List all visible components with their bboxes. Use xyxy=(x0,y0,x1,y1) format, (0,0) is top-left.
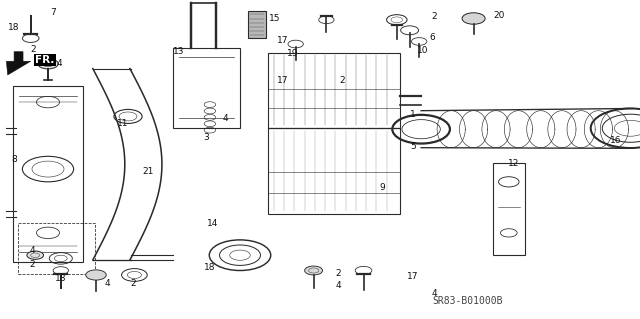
Circle shape xyxy=(27,251,44,259)
Text: 18: 18 xyxy=(8,23,20,32)
Text: 4: 4 xyxy=(29,246,35,255)
Text: 14: 14 xyxy=(207,219,218,228)
Text: 18: 18 xyxy=(55,274,67,283)
Text: 10: 10 xyxy=(417,46,428,55)
Text: 12: 12 xyxy=(508,159,520,168)
Text: 7: 7 xyxy=(51,8,56,17)
Text: 8: 8 xyxy=(12,155,17,164)
Text: FR.: FR. xyxy=(35,55,54,65)
Text: 17: 17 xyxy=(277,76,289,85)
Bar xyxy=(18,223,95,274)
Text: SR83-B01000B: SR83-B01000B xyxy=(432,296,502,307)
Text: 6: 6 xyxy=(429,33,435,42)
Text: 11: 11 xyxy=(117,119,129,128)
Text: 19: 19 xyxy=(287,49,299,58)
Text: 4: 4 xyxy=(223,114,228,123)
Polygon shape xyxy=(248,11,266,38)
Circle shape xyxy=(38,59,58,69)
Text: 5: 5 xyxy=(410,142,415,151)
Text: 2: 2 xyxy=(31,45,36,54)
Text: 2: 2 xyxy=(431,12,436,21)
Circle shape xyxy=(86,270,106,280)
Text: 20: 20 xyxy=(493,11,505,20)
Text: 15: 15 xyxy=(269,14,281,23)
Text: 4: 4 xyxy=(56,59,61,68)
Text: 17: 17 xyxy=(407,272,419,281)
Text: 16: 16 xyxy=(610,137,621,145)
Text: 21: 21 xyxy=(143,167,154,176)
Text: 2: 2 xyxy=(29,260,35,269)
Text: 4: 4 xyxy=(105,279,110,288)
Text: 4: 4 xyxy=(431,289,436,298)
Text: 1: 1 xyxy=(410,110,415,119)
Polygon shape xyxy=(6,52,31,75)
Text: 9: 9 xyxy=(380,183,385,192)
Circle shape xyxy=(305,266,323,275)
Text: 3: 3 xyxy=(204,133,209,142)
Text: 2: 2 xyxy=(335,269,340,278)
Circle shape xyxy=(462,13,485,24)
Text: 2: 2 xyxy=(339,76,344,85)
Text: 17: 17 xyxy=(277,36,289,45)
Text: 13: 13 xyxy=(173,47,185,56)
Text: 18: 18 xyxy=(204,263,216,272)
Text: 4: 4 xyxy=(335,281,340,290)
Text: 2: 2 xyxy=(131,279,136,288)
